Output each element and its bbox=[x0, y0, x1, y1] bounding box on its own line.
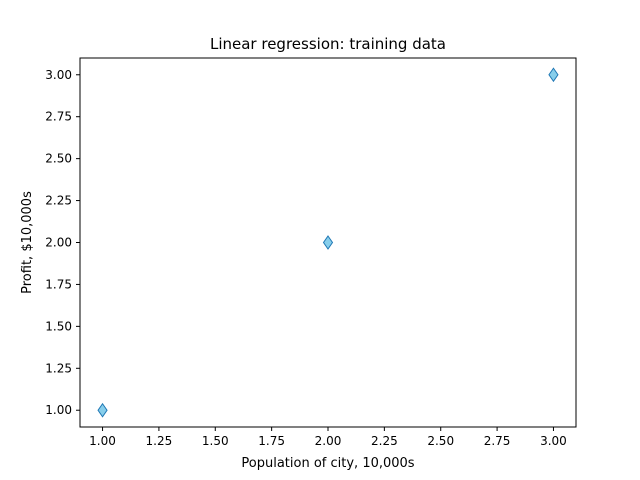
y-tick-label: 2.00 bbox=[45, 236, 72, 250]
x-tick-label: 1.50 bbox=[202, 434, 229, 448]
x-tick-label: 1.75 bbox=[258, 434, 285, 448]
data-point bbox=[322, 235, 334, 250]
x-tick-label: 1.25 bbox=[146, 434, 173, 448]
y-tick-label: 1.25 bbox=[45, 361, 72, 375]
y-tick-label: 1.75 bbox=[45, 277, 72, 291]
y-axis-ticks: 1.00 1.25 1.50 1.75 2.00 2.25 2.50 2.75 3.00 bbox=[45, 68, 80, 417]
x-axis-label: Population of city, 10,000s bbox=[241, 456, 414, 471]
y-tick-label: 3.00 bbox=[45, 68, 72, 82]
data-point bbox=[548, 67, 559, 83]
chart-title: Linear regression: training data bbox=[210, 35, 446, 53]
y-tick-label: 2.75 bbox=[45, 110, 72, 124]
x-tick-label: 2.00 bbox=[315, 434, 342, 448]
data-points bbox=[97, 67, 559, 418]
y-tick-label: 1.00 bbox=[45, 403, 72, 417]
y-tick-label: 2.25 bbox=[45, 194, 72, 208]
y-axis-label: Profit, $10,000s bbox=[20, 191, 35, 294]
x-tick-label: 2.50 bbox=[427, 434, 454, 448]
x-axis-ticks: 1.00 1.25 1.50 1.75 2.00 2.25 2.50 2.75 3.00 bbox=[89, 427, 567, 448]
y-tick-label: 2.50 bbox=[45, 152, 72, 166]
y-tick-label: 1.50 bbox=[45, 319, 72, 333]
x-tick-label: 2.75 bbox=[484, 434, 511, 448]
plot-frame bbox=[79, 57, 577, 428]
x-tick-label: 1.00 bbox=[89, 434, 116, 448]
x-tick-label: 3.00 bbox=[540, 434, 567, 448]
data-point bbox=[97, 402, 108, 418]
x-tick-label: 2.25 bbox=[371, 434, 398, 448]
